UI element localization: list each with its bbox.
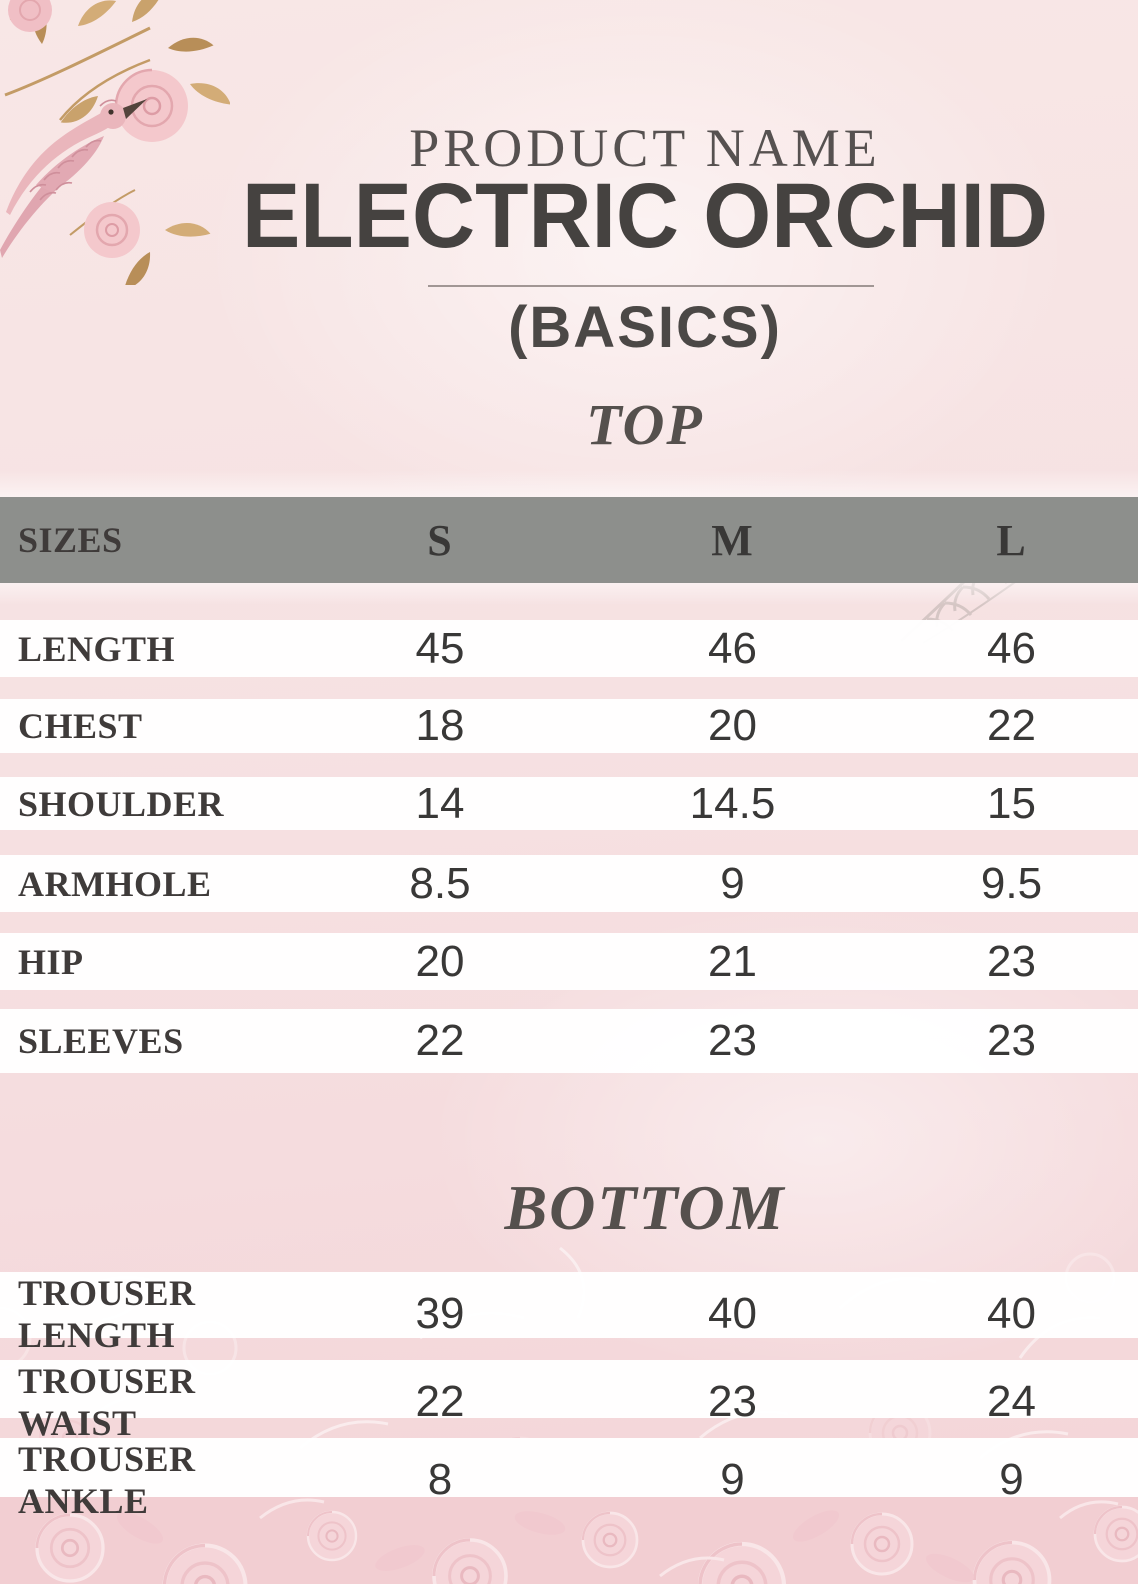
value-m: 46 — [708, 623, 757, 673]
section-title-bottom: BOTTOM — [504, 1172, 786, 1243]
row-label: LENGTH — [18, 628, 176, 669]
value-m: 21 — [708, 936, 757, 986]
column-header-m: M — [711, 515, 754, 565]
value-l: 23 — [987, 936, 1036, 986]
row-label: SHOULDER — [18, 783, 225, 824]
value-s: 18 — [415, 701, 465, 750]
value-m: 14.5 — [689, 778, 776, 828]
value-s: 20 — [415, 936, 465, 986]
value-m: 20 — [708, 701, 757, 750]
table-row-trouser-ankle: TROUSER ANKLE 8 9 9 — [0, 1438, 1138, 1521]
value-l: 9.5 — [980, 858, 1043, 908]
table-row-sleeves: SLEEVES 22 23 23 — [0, 1009, 1138, 1073]
floral-band-roses — [35, 1498, 1138, 1584]
value-m: 40 — [708, 1289, 757, 1338]
value-s: 8 — [427, 1455, 453, 1504]
table-row-length: LENGTH 45 46 46 — [0, 620, 1138, 677]
row-label: ARMHOLE — [18, 863, 212, 904]
column-header-sizes: SIZES — [18, 520, 123, 560]
highlight-band-above-header — [0, 470, 1138, 497]
table-row-shoulder: SHOULDER 14 14.5 15 — [0, 777, 1138, 830]
title-divider-line — [428, 285, 874, 287]
product-name-title: ELECTRIC ORCHID — [241, 165, 1049, 267]
value-l: 15 — [987, 778, 1036, 828]
table-row-armhole: ARMHOLE 8.5 9 9.5 — [0, 855, 1138, 912]
value-l: 24 — [987, 1377, 1036, 1426]
value-s: 45 — [415, 623, 465, 673]
value-s: 22 — [415, 1377, 465, 1426]
value-m: 23 — [708, 1016, 757, 1065]
highlight-band-below-header — [0, 583, 1138, 605]
row-label: TROUSER ANKLE — [18, 1439, 196, 1521]
value-l: 23 — [987, 1016, 1036, 1065]
value-m: 9 — [720, 1455, 745, 1504]
value-l: 40 — [987, 1289, 1036, 1338]
blossom-lower — [84, 202, 140, 258]
column-header-l: L — [996, 515, 1027, 565]
row-label: SLEEVES — [18, 1021, 184, 1061]
row-label: CHEST — [18, 706, 143, 746]
bird-branch-illustration — [0, 0, 230, 285]
size-header-bar: SIZES S M L — [0, 497, 1138, 583]
value-s: 39 — [415, 1289, 465, 1338]
section-title-top: TOP — [586, 392, 704, 457]
table-row-chest: CHEST 18 20 22 — [0, 699, 1138, 753]
column-header-s: S — [427, 515, 453, 565]
value-l: 46 — [987, 623, 1036, 673]
table-row-hip: HIP 20 21 23 — [0, 933, 1138, 990]
value-s: 14 — [415, 778, 465, 828]
value-s: 22 — [415, 1016, 465, 1065]
value-m: 23 — [708, 1377, 757, 1426]
value-l: 22 — [987, 701, 1036, 750]
row-label: HIP — [18, 941, 84, 982]
value-l: 9 — [999, 1455, 1024, 1504]
bird-body — [0, 99, 147, 258]
value-s: 8.5 — [409, 858, 471, 908]
product-name-kicker: PRODUCT NAME — [409, 118, 881, 178]
row-label: TROUSER LENGTH — [18, 1273, 196, 1355]
value-m: 9 — [720, 858, 745, 908]
blossom-top — [8, 0, 188, 142]
row-label: TROUSER WAIST — [18, 1361, 196, 1443]
collection-subtitle: (BASICS) — [508, 295, 782, 360]
table-row-trouser-length: TROUSER LENGTH 39 40 40 — [0, 1272, 1138, 1355]
table-row-trouser-waist: TROUSER WAIST 22 23 24 — [0, 1360, 1138, 1443]
